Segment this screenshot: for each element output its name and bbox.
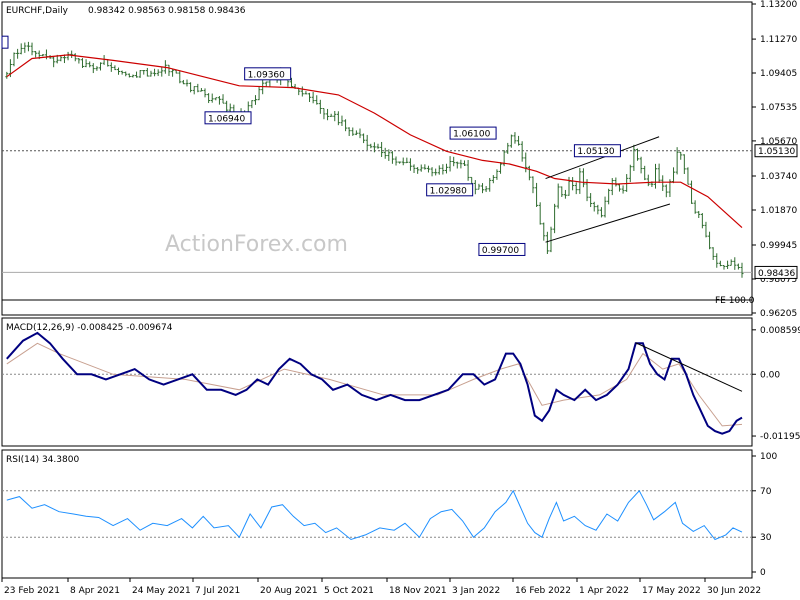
x-axis-label: 8 Apr 2021 xyxy=(70,586,120,596)
rsi-axis-label: 0 xyxy=(760,568,766,578)
header-symbol: EURCHF,Daily xyxy=(6,6,69,16)
price-annotation: 1.06100 xyxy=(449,126,497,140)
x-axis-label: 3 Jan 2022 xyxy=(452,586,500,596)
last-price-tag: 0.98436 xyxy=(754,265,798,279)
macd-axis-label: 0.008599 xyxy=(760,326,800,336)
macd-trend-line xyxy=(635,342,743,392)
price-series: 1.09360 1.06940 1.06100 1.02980 1.05130 0.997… xyxy=(1,35,752,301)
macd-label: MACD(12,26,9) -0.008425 -0.009674 xyxy=(6,323,173,333)
price-annotation: 1.09360 xyxy=(244,67,292,81)
price-bars xyxy=(5,41,744,278)
rsi-axis-label: 70 xyxy=(760,487,772,497)
x-axis-label: 5 Oct 2021 xyxy=(324,586,374,596)
price-annotation-label: 1.02980 xyxy=(430,186,467,196)
last-price-tag-label: 0.98436 xyxy=(758,269,795,279)
channel-lower-line xyxy=(545,203,671,243)
x-axis-label: 17 May 2022 xyxy=(642,586,701,596)
price-annotation: 1.02980 xyxy=(426,183,474,197)
rsi-label: RSI(14) 34.3800 xyxy=(6,455,79,465)
macd-panel-frame xyxy=(1,317,753,447)
moving-average-line xyxy=(6,54,743,229)
x-axis-label: 30 Jun 2022 xyxy=(707,586,761,596)
x-axis-label: 20 Aug 2021 xyxy=(260,586,318,596)
price-annotation-label: 1.06940 xyxy=(208,114,245,124)
price-axis-label: 1.05670 xyxy=(760,137,797,147)
macd-axis-label: 0.00 xyxy=(760,370,780,380)
rsi-line xyxy=(6,489,743,541)
price-annotation-box xyxy=(426,183,474,197)
price-axis-label: 1.13200 xyxy=(760,0,797,10)
price-axis-label: 1.07535 xyxy=(760,103,797,113)
price-annotation-box xyxy=(449,126,497,140)
x-axis-label: 24 May 2021 xyxy=(132,586,191,596)
macd-series xyxy=(2,331,752,435)
price-annotation-box xyxy=(244,67,292,81)
header-ohlc: 0.98342 0.98563 0.98158 0.98436 xyxy=(88,6,246,16)
price-axis-label: 1.09405 xyxy=(760,69,797,79)
price-annotation: 1.05130 xyxy=(573,144,621,158)
price-axis-label: 0.96205 xyxy=(760,309,797,319)
price-annotation-box xyxy=(573,144,621,158)
price-axis-label: 0.99945 xyxy=(760,241,797,251)
price-panel-frame xyxy=(1,1,753,316)
macd-line xyxy=(6,331,743,435)
price-annotation-box xyxy=(478,242,526,256)
price-axis-label: 1.03740 xyxy=(760,172,797,182)
price-annotation: 1.06940 xyxy=(204,111,252,125)
left-edge-marker xyxy=(1,35,9,49)
channel-upper-line xyxy=(545,136,660,180)
x-axis-label: 1 Apr 2022 xyxy=(579,586,629,596)
fib-label: FE 100.0 xyxy=(715,296,755,306)
level-tag-1-05130: 1.05130 xyxy=(754,144,798,158)
price-axis-label: 1.11270 xyxy=(760,35,797,45)
level-tag-1-05130-label: 1.05130 xyxy=(758,147,795,157)
x-axis-label: 18 Nov 2021 xyxy=(389,586,447,596)
price-annotation-label: 1.06100 xyxy=(453,130,490,140)
price-axis-label: 0.98075 xyxy=(760,275,797,285)
x-axis-label: 16 Feb 2022 xyxy=(515,586,571,596)
rsi-axis-label: 100 xyxy=(760,452,777,462)
level-tag-1-05130-box xyxy=(754,144,798,158)
rsi-axis-label: 30 xyxy=(760,533,772,543)
price-annotation-label: 1.09360 xyxy=(248,70,285,80)
rsi-series xyxy=(2,489,752,541)
macd-axis-label: -0.011958 xyxy=(760,432,800,442)
price-annotation-label: 1.05130 xyxy=(577,147,614,157)
price-annotation-label: 0.99700 xyxy=(482,246,519,256)
price-axis-label: 1.01870 xyxy=(760,206,797,216)
watermark: ActionForex.com xyxy=(165,232,348,257)
price-annotation: 0.99700 xyxy=(478,242,526,256)
last-price-tag-box xyxy=(754,265,798,279)
rsi-panel-frame xyxy=(1,449,753,579)
price-annotation-box xyxy=(204,111,252,125)
x-axis-label: 23 Feb 2021 xyxy=(4,586,60,596)
x-axis-label: 7 Jul 2021 xyxy=(195,586,240,596)
